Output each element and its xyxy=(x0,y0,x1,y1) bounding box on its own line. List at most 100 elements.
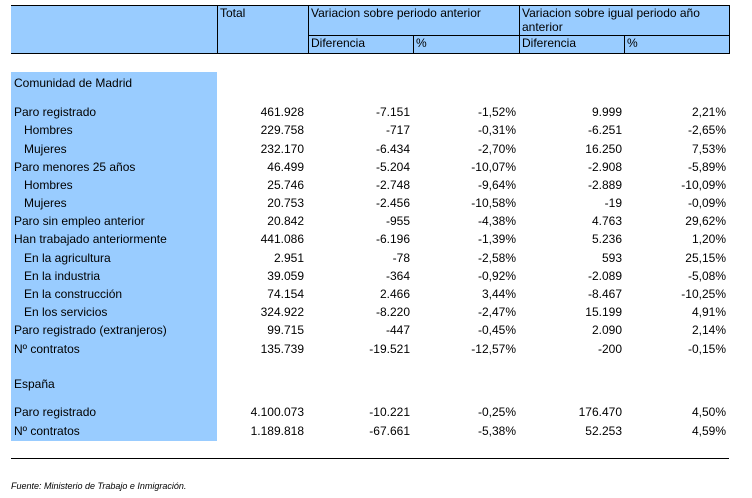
row-value: -10,07% xyxy=(471,160,516,174)
header-var-igual: Variacion sobre igual periodo año anteri… xyxy=(519,5,729,35)
header-border-mid xyxy=(308,35,729,36)
row-value: -19 xyxy=(604,196,622,210)
header-var-anterior: Variacion sobre periodo anterior xyxy=(308,5,519,35)
row-value: -2.748 xyxy=(375,178,410,192)
table-row: Mujeres 20.753 -2.456 -10,58% -19 -0,09% xyxy=(0,194,752,212)
header-pct-2: % xyxy=(624,35,729,53)
table-row: Comunidad de Madrid xyxy=(0,74,752,92)
row-value: -7.151 xyxy=(375,105,410,119)
row-value: 29,62% xyxy=(685,214,726,228)
row-label: En la industria xyxy=(24,269,101,283)
table-row: Paro menores 25 años 46.499 -5.204 -10,07% -… xyxy=(0,158,752,176)
row-value: -955 xyxy=(385,214,410,228)
header-total: Total xyxy=(217,5,308,53)
row-value: 4,91% xyxy=(691,305,726,319)
row-label: Paro registrado xyxy=(14,405,97,419)
row-value: -5,89% xyxy=(687,160,726,174)
row-label: Mujeres xyxy=(24,196,67,210)
row-value: -2,58% xyxy=(477,251,516,265)
row-value: 4.100.073 xyxy=(250,405,304,419)
header-diferencia-1: Diferencia xyxy=(308,35,413,53)
row-value: 39.059 xyxy=(267,269,304,283)
row-value: -10,58% xyxy=(471,196,516,210)
row-value: -6.434 xyxy=(375,142,410,156)
table-bottom-rule xyxy=(11,458,729,459)
row-value: -2,65% xyxy=(687,123,726,137)
row-label: Paro registrado xyxy=(14,105,97,119)
row-label: Nº contratos xyxy=(14,342,80,356)
table-row: Nº contratos 1.189.818 -67.661 -5,38% 52.253… xyxy=(0,422,752,440)
row-value: 2.090 xyxy=(591,323,622,337)
row-value: -2.089 xyxy=(587,269,622,283)
row-value: -0,15% xyxy=(687,342,726,356)
row-value: 324.922 xyxy=(260,305,304,319)
row-value: -1,52% xyxy=(477,105,516,119)
table-row: Hombres 25.746 -2.748 -9,64% -2.889 -10,09% xyxy=(0,176,752,194)
row-value: -2,70% xyxy=(477,142,516,156)
row-value: -6.196 xyxy=(375,232,410,246)
header-corner xyxy=(11,5,217,53)
row-value: 176.470 xyxy=(578,405,622,419)
row-label: España xyxy=(14,377,55,391)
row-value: -2.908 xyxy=(587,160,622,174)
header-divider-3 xyxy=(413,35,414,54)
row-label: Nº contratos xyxy=(14,424,80,438)
row-value: -364 xyxy=(385,269,410,283)
header-divider-2 xyxy=(308,5,309,54)
row-value: 52.253 xyxy=(585,424,622,438)
row-value: 2.466 xyxy=(379,287,410,301)
row-value: -5,38% xyxy=(477,424,516,438)
row-value: 2,21% xyxy=(691,105,726,119)
row-value: -67.661 xyxy=(369,424,410,438)
row-value: 5.236 xyxy=(591,232,622,246)
row-label: Paro registrado (extranjeros) xyxy=(14,323,167,337)
row-value: -4,38% xyxy=(477,214,516,228)
row-value: 135.739 xyxy=(260,342,304,356)
row-value: 20.753 xyxy=(267,196,304,210)
row-value: 99.715 xyxy=(267,323,304,337)
row-value: -200 xyxy=(597,342,622,356)
label-column-fill xyxy=(11,72,217,441)
row-label: Comunidad de Madrid xyxy=(14,76,133,90)
table-row: Paro registrado 4.100.073 -10.221 -0,25% 176… xyxy=(0,403,752,421)
row-value: 25.746 xyxy=(267,178,304,192)
table-row: Mujeres 232.170 -6.434 -2,70% 16.250 7,53% xyxy=(0,140,752,158)
header-pct-1: % xyxy=(413,35,519,53)
row-label: Paro sin empleo anterior xyxy=(14,214,145,228)
row-value: -2.889 xyxy=(587,178,622,192)
row-label: Hombres xyxy=(24,178,73,192)
row-value: 74.154 xyxy=(267,287,304,301)
row-value: -717 xyxy=(385,123,410,137)
row-value: 1.189.818 xyxy=(250,424,304,438)
row-value: -19.521 xyxy=(369,342,410,356)
table-row: Nº contratos 135.739 -19.521 -12,57% -200 -0,… xyxy=(0,340,752,358)
row-value: 229.758 xyxy=(260,123,304,137)
row-value: 46.499 xyxy=(267,160,304,174)
row-value: -8.467 xyxy=(587,287,622,301)
row-value: 232.170 xyxy=(260,142,304,156)
row-value: -1,39% xyxy=(477,232,516,246)
source-footnote: Fuente: Ministerio de Trabajo e Inmigrac… xyxy=(11,481,187,491)
table-row: En la construcción 74.154 2.466 3,44% -8.467… xyxy=(0,285,752,303)
row-value: 2,14% xyxy=(691,323,726,337)
header-border-bottom xyxy=(11,53,729,54)
header-diferencia-2: Diferencia xyxy=(519,35,624,53)
row-value: 4,50% xyxy=(691,405,726,419)
row-value: -9,64% xyxy=(477,178,516,192)
row-label: Han trabajado anteriormente xyxy=(14,232,167,246)
row-value: 461.928 xyxy=(260,105,304,119)
row-value: -2,47% xyxy=(477,305,516,319)
row-value: -10,09% xyxy=(681,178,726,192)
header-border-top xyxy=(11,5,729,6)
row-value: 25,15% xyxy=(685,251,726,265)
row-value: -5.204 xyxy=(375,160,410,174)
table-row: España xyxy=(0,375,752,393)
row-value: 9.999 xyxy=(591,105,622,119)
row-value: -10,25% xyxy=(681,287,726,301)
row-value: -0,45% xyxy=(477,323,516,337)
row-value: -0,92% xyxy=(477,269,516,283)
header-divider-6 xyxy=(729,5,730,54)
header-var-igual-line2: anterior xyxy=(522,20,563,34)
row-value: 3,44% xyxy=(481,287,516,301)
row-value: 593 xyxy=(601,251,622,265)
